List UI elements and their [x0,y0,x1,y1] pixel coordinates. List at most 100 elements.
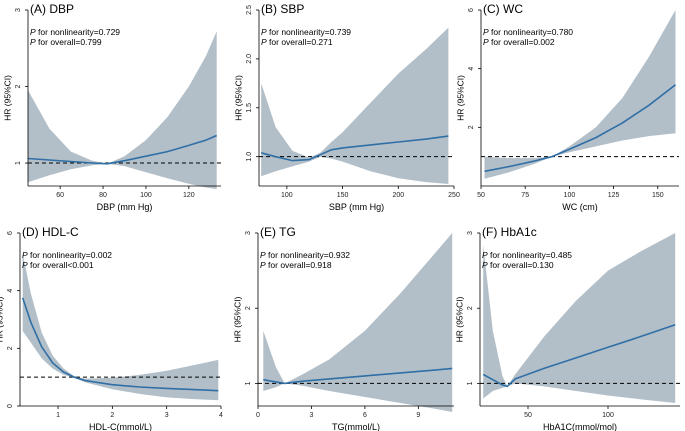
confidence-band [22,253,219,401]
x-tick-label: 80 [99,192,107,199]
y-tick-label: 6 [7,231,14,235]
x-tick-label: 50 [477,192,485,199]
y-tick-label: 1 [245,381,252,385]
y-tick-label: 6 [468,8,475,12]
panel-wc: 50 75 100 125 150 2 4 6 WC (cm) HR (95%CI) (C) WC P… [455,2,679,212]
hr-curve [260,135,449,162]
panel-name: HbA1c [501,225,537,239]
p-value-annotation: P for nonlinearity=0.932 [260,250,350,260]
x-tick-label: 6 [363,412,367,419]
panel-title: (C) WC [483,2,523,16]
x-tick-label: 200 [392,192,404,199]
x-axis-label: SBP (mm Hg) [329,202,384,212]
panel-label: (F) [482,225,497,239]
x-tick-label: 9 [416,412,420,419]
y-tick-label: 1 [467,381,474,385]
panel-name: SBP [280,2,304,16]
p-value-annotation: P for overall=0.271 [261,37,333,47]
y-axis-label: HR (95%CI) [232,296,242,342]
x-axis-label: TG(mmol/L) [332,422,380,431]
panel-hdl-c: 1 2 3 4 0 2 4 6 HDL-C(mmol/L) HR (95%CI) (D) HDL-C… [0,225,223,431]
x-tick-label: 1 [56,412,60,419]
panel-name: HDL-C [42,225,79,239]
panel-title: (F) HbA1c [482,225,537,239]
p-value-annotation: P for overall=0.002 [483,37,555,47]
y-tick-label: 2 [245,306,252,310]
x-tick-label: 150 [337,192,349,199]
panel-name: DBP [49,2,74,16]
panel-dbp: 60 80 100 120 1 2 3 DBP (mm Hg) HR (95%CI) (A) DB… [2,2,221,212]
y-axis-label: HR (95%CI) [233,75,243,121]
panel-label: (C) [483,2,500,16]
y-tick-label: 3 [245,231,252,235]
y-axis-label: HR (95%CI) [454,296,464,342]
p-value-annotation: P for nonlinearity=0.002 [22,250,112,260]
y-axis-label: HR (95%CI) [2,75,12,121]
x-tick-label: 100 [602,412,614,419]
p-value-annotation: P for nonlinearity=0.729 [30,27,120,37]
y-tick-label: 0 [7,404,14,408]
y-tick-label: 1.0 [246,152,253,162]
confidence-band [263,233,453,412]
x-tick-label: 125 [608,192,620,199]
y-tick-label: 1 [15,161,22,165]
panel-hba1c: 50 100 1 2 3 HbA1C(mmol/mol) HR (95%CI) (F) HbA… [454,225,680,431]
x-tick-label: 150 [652,192,664,199]
hr-curve [263,367,453,385]
confidence-band [484,10,676,179]
y-tick-label: 4 [7,289,14,293]
y-tick-label: 1.5 [246,103,253,113]
panel-label: (B) [261,2,277,16]
p-value-annotation: P for nonlinearity=0.485 [482,250,572,260]
panel-title: (A) DBP [30,2,74,16]
x-tick-label: 3 [165,412,169,419]
y-axis-label: HR (95%CI) [455,75,465,121]
p-value-annotation: P for overall<0.001 [22,260,94,270]
y-tick-label: 2.5 [246,5,253,15]
p-value-annotation: P for overall=0.130 [482,260,554,270]
p-value-annotation: P for nonlinearity=0.739 [261,27,351,37]
confidence-band [483,233,676,403]
x-tick-label: 100 [564,192,576,199]
hr-curve [482,324,676,388]
x-tick-label: 2 [110,412,114,419]
p-value-annotation: P for overall=0.918 [260,260,332,270]
x-tick-label: 100 [281,192,293,199]
y-axis-label: HR (95%CI) [0,296,4,342]
y-tick-label: 2 [7,346,14,350]
y-tick-label: 2 [467,306,474,310]
x-tick-label: 60 [56,192,64,199]
x-tick-label: 100 [140,192,152,199]
y-tick-label: 2 [15,84,22,88]
x-axis-label: HDL-C(mmol/L) [89,422,152,431]
confidence-band [261,27,449,184]
panel-title: (D) HDL-C [22,225,79,239]
y-tick-label: 4 [468,67,475,71]
x-axis-label: DBP (mm Hg) [97,202,153,212]
x-tick-label: 75 [521,192,529,199]
confidence-band [28,31,217,190]
p-value-annotation: P for nonlinearity=0.780 [483,27,573,37]
x-tick-label: 250 [448,192,460,199]
panel-name: WC [503,2,523,16]
panel-label: (E) [260,225,276,239]
x-tick-label: 4 [219,412,223,419]
panel-sbp: 100 150 200 250 1.0 1.5 2.0 2.5 SBP (mm Hg) HR (9… [233,2,460,212]
y-tick-label: 2.0 [246,54,253,64]
x-tick-label: 50 [524,412,532,419]
p-value-annotation: P for overall=0.799 [30,37,102,47]
x-tick-label: 0 [256,412,260,419]
x-tick-label: 3 [310,412,314,419]
hr-curve [484,84,676,173]
x-tick-label: 120 [183,192,195,199]
y-tick-label: 3 [15,8,22,12]
panel-title: (B) SBP [261,2,304,16]
panel-label: (D) [22,225,39,239]
x-axis-label: HbA1C(mmol/mol) [543,422,617,431]
y-tick-label: 3 [467,231,474,235]
hr-curve [27,134,218,165]
panel-name: TG [279,225,296,239]
y-tick-label: 2 [468,125,475,129]
